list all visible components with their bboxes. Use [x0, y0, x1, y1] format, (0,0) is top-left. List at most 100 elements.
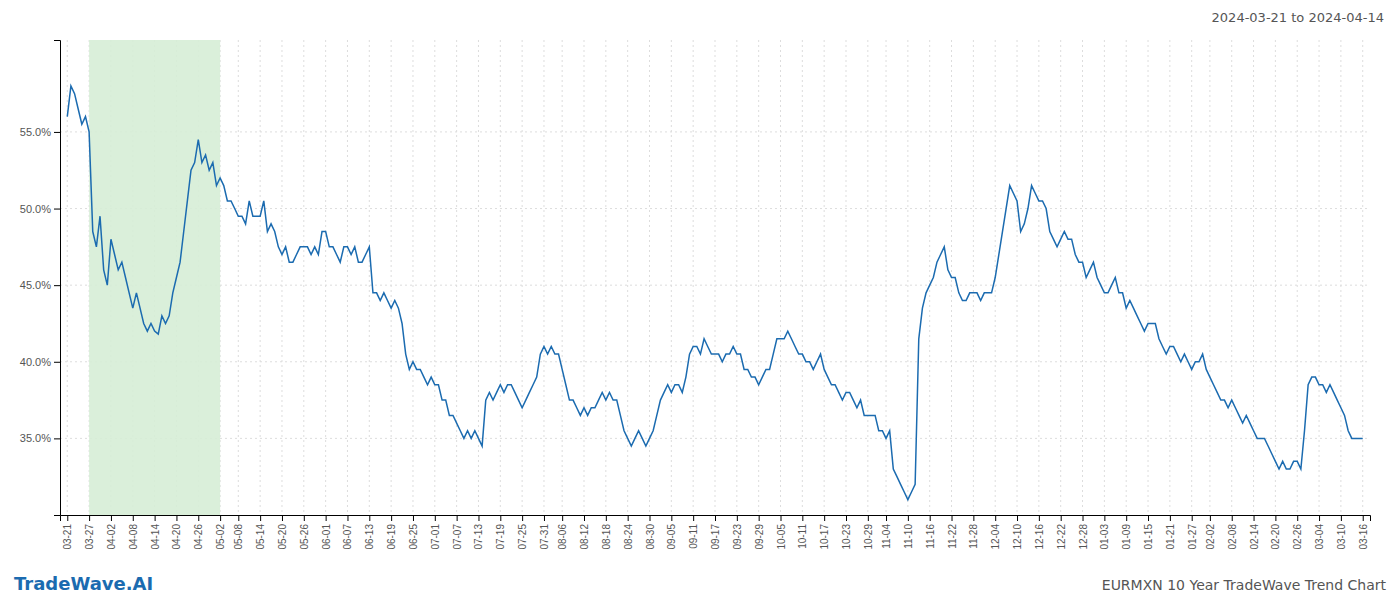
grid-line — [1362, 40, 1363, 515]
x-tick: 11-16 — [925, 515, 936, 549]
x-tick-label: 11-04 — [881, 524, 892, 549]
grid-line — [736, 40, 737, 515]
tick-mark — [304, 515, 305, 521]
plot-area: 03-2103-2704-0204-0804-1404-2004-2605-02… — [20, 40, 1371, 550]
x-tick: 05-02 — [215, 515, 226, 550]
y-tick: 45.0% — [20, 279, 60, 291]
x-tick-label: 10-29 — [863, 524, 874, 550]
x-tick-label: 11-28 — [968, 524, 979, 549]
tick-mark — [1192, 515, 1193, 521]
tick-mark — [435, 515, 436, 521]
grid-line — [1191, 40, 1192, 515]
grid-line — [412, 40, 413, 515]
tick-mark — [1061, 515, 1062, 521]
x-tick: 02-08 — [1227, 515, 1238, 550]
x-axis: 03-2103-2704-0204-0804-1404-2004-2605-02… — [61, 515, 1371, 550]
x-tick-label: 11-22 — [947, 524, 958, 549]
x-tick: 07-31 — [539, 515, 550, 550]
y-tick-label: 35.0% — [20, 432, 51, 444]
x-tick-label: 06-25 — [408, 524, 419, 550]
x-tick-label: 06-19 — [386, 524, 397, 550]
annotation: TradeWave.AI — [14, 573, 153, 594]
subtitle: 2024-03-21 to 2024-04-14 — [1212, 10, 1384, 25]
x-tick-label: 05-26 — [299, 524, 310, 550]
tick-mark — [54, 132, 60, 133]
axis-line — [61, 516, 1371, 522]
tick-mark — [155, 515, 156, 521]
y-tick: 55.0% — [20, 126, 60, 138]
x-tick: 03-10 — [1336, 515, 1347, 550]
grid-line — [1209, 40, 1210, 515]
y-tick-label: 45.0% — [20, 279, 51, 291]
x-tick-label: 01-27 — [1187, 524, 1198, 550]
tick-mark — [1297, 515, 1298, 521]
x-tick: 03-21 — [62, 515, 73, 550]
x-tick-label: 05-08 — [233, 524, 244, 550]
tick-mark — [1341, 515, 1342, 521]
x-tick: 06-01 — [321, 515, 332, 550]
line — [67, 86, 1362, 500]
grid-line — [1253, 40, 1254, 515]
x-tick-label: 08-24 — [623, 524, 634, 550]
tick-mark — [54, 362, 60, 363]
grid-line — [758, 40, 759, 515]
x-tick-label: 01-15 — [1143, 524, 1154, 550]
grid-line — [543, 40, 544, 515]
x-tick-label: 12-10 — [1012, 524, 1023, 550]
grid-line — [1082, 40, 1083, 515]
grid-line — [500, 40, 501, 515]
tick-mark — [67, 515, 68, 521]
tick-mark — [54, 438, 60, 439]
x-tick-label: 10-17 — [819, 524, 830, 550]
tick-mark — [995, 515, 996, 521]
tick-mark — [282, 515, 283, 521]
grid-line — [715, 40, 716, 515]
grid-line — [584, 40, 585, 515]
x-tick: 08-12 — [579, 515, 590, 550]
x-tick: 11-04 — [881, 515, 892, 549]
x-tick: 03-27 — [84, 515, 95, 550]
grid-line — [1038, 40, 1039, 515]
x-tick-label: 02-26 — [1292, 524, 1303, 550]
x-tick-label: 05-02 — [215, 524, 226, 550]
tick-mark — [584, 515, 585, 521]
x-tick: 07-19 — [495, 515, 506, 550]
x-tick: 12-16 — [1034, 515, 1045, 550]
grid-line — [1340, 40, 1341, 515]
x-tick: 10-05 — [776, 515, 787, 550]
x-tick: 09-23 — [732, 515, 743, 550]
tick-mark — [671, 515, 672, 521]
x-tick: 09-17 — [710, 515, 721, 550]
tick-mark — [111, 515, 112, 521]
grid-line — [60, 208, 1370, 209]
x-tick: 10-29 — [863, 515, 874, 550]
tick-mark — [606, 515, 607, 521]
tick-mark — [1170, 515, 1171, 521]
grid-line — [886, 40, 887, 515]
x-tick-label: 04-20 — [171, 524, 182, 550]
x-tick-label: 08-18 — [601, 524, 612, 550]
tick-mark — [176, 515, 177, 521]
tick-mark — [238, 515, 239, 521]
tick-mark — [628, 515, 629, 521]
x-tick-label: 07-25 — [517, 524, 528, 550]
marks — [67, 40, 1362, 515]
grid-line — [1275, 40, 1276, 515]
x-tick: 01-03 — [1099, 515, 1110, 550]
x-tick-label: 07-13 — [473, 524, 484, 550]
x-tick: 09-11 — [688, 515, 699, 549]
highlight-band — [89, 40, 220, 515]
tick-mark — [930, 515, 931, 521]
grid-line — [1126, 40, 1127, 515]
tick-mark — [1319, 515, 1320, 521]
x-tick: 06-19 — [386, 515, 397, 550]
tick-mark — [952, 515, 953, 521]
x-tick-label: 10-05 — [776, 524, 787, 550]
grid-line — [824, 40, 825, 515]
grid-line — [973, 40, 974, 515]
x-tick: 05-20 — [277, 515, 288, 550]
grid — [60, 40, 1370, 515]
y-axis: 35.0%40.0%45.0%50.0%55.0% — [20, 41, 61, 516]
x-tick: 08-06 — [557, 515, 568, 550]
x-tick-label: 06-07 — [342, 524, 353, 550]
